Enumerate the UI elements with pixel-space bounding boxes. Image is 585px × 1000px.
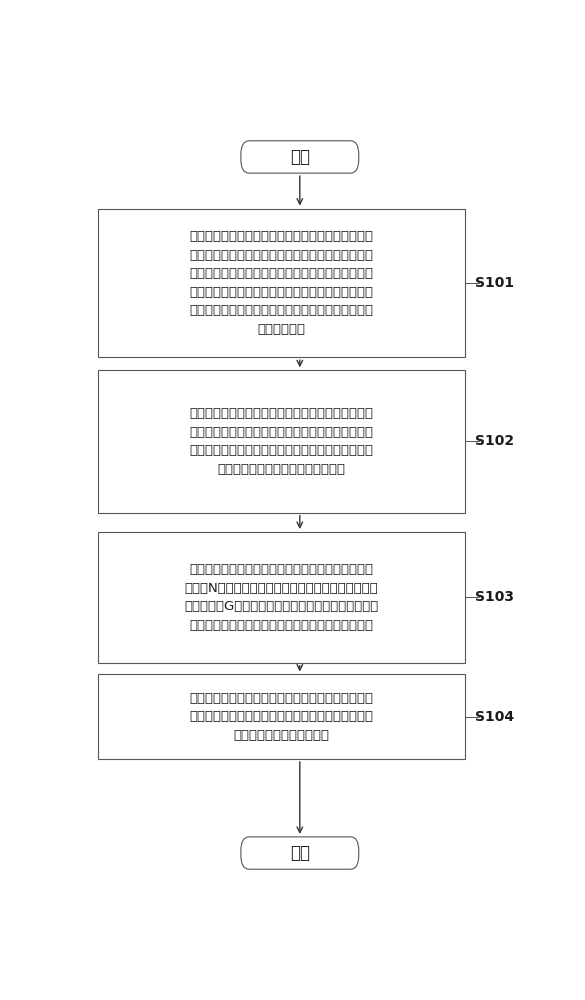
Text: S103: S103 xyxy=(475,590,514,604)
Bar xyxy=(98,532,465,663)
Text: 将所述第一查询结果与所述第二查询结果做笛卡尔积
确定待插入虚拟表，并将所述待插入虚拟表插入待扩
充表以形成最终扩充表数据: 将所述第一查询结果与所述第二查询结果做笛卡尔积 确定待插入虚拟表，并将所述待插入… xyxy=(190,692,374,742)
FancyBboxPatch shape xyxy=(241,141,359,173)
Text: 结束: 结束 xyxy=(290,844,310,862)
Text: 开始: 开始 xyxy=(290,148,310,166)
FancyBboxPatch shape xyxy=(241,837,359,869)
Bar xyxy=(98,674,465,759)
Text: S102: S102 xyxy=(475,434,514,448)
Bar xyxy=(98,370,465,513)
Text: S104: S104 xyxy=(475,710,514,724)
Text: 针对其中一张待扩充表的特征公共字段中的特征表字
段数据对待扩充表的全部表字段进行过滤，将与所述
特征表字段数据存在对应关系且除所述特征公共字段
外的全部字段数据: 针对其中一张待扩充表的特征公共字段中的特征表字 段数据对待扩充表的全部表字段进行… xyxy=(190,407,374,476)
Text: S101: S101 xyxy=(475,276,514,290)
Text: 基于待扩充表的表结构确定至少两张待扩充表的全部
表字段、两张待扩充表所共有的一个或多个公共字段
以及除一个或多个公共字段外两张待扩充表的一个或
多个全部字段，所: 基于待扩充表的表结构确定至少两张待扩充表的全部 表字段、两张待扩充表所共有的一个… xyxy=(190,230,374,336)
Text: 以特征扩充策略为基本单位拼接公共字段的增量值获
得扩充N倍的辅助表数据，以所述待扩充表的公共字段
为分组确定G个分组的公共字段枚举值，在所述辅助表
数据中过滤所: 以特征扩充策略为基本单位拼接公共字段的增量值获 得扩充N倍的辅助表数据，以所述待… xyxy=(184,563,379,632)
Bar xyxy=(98,209,465,357)
